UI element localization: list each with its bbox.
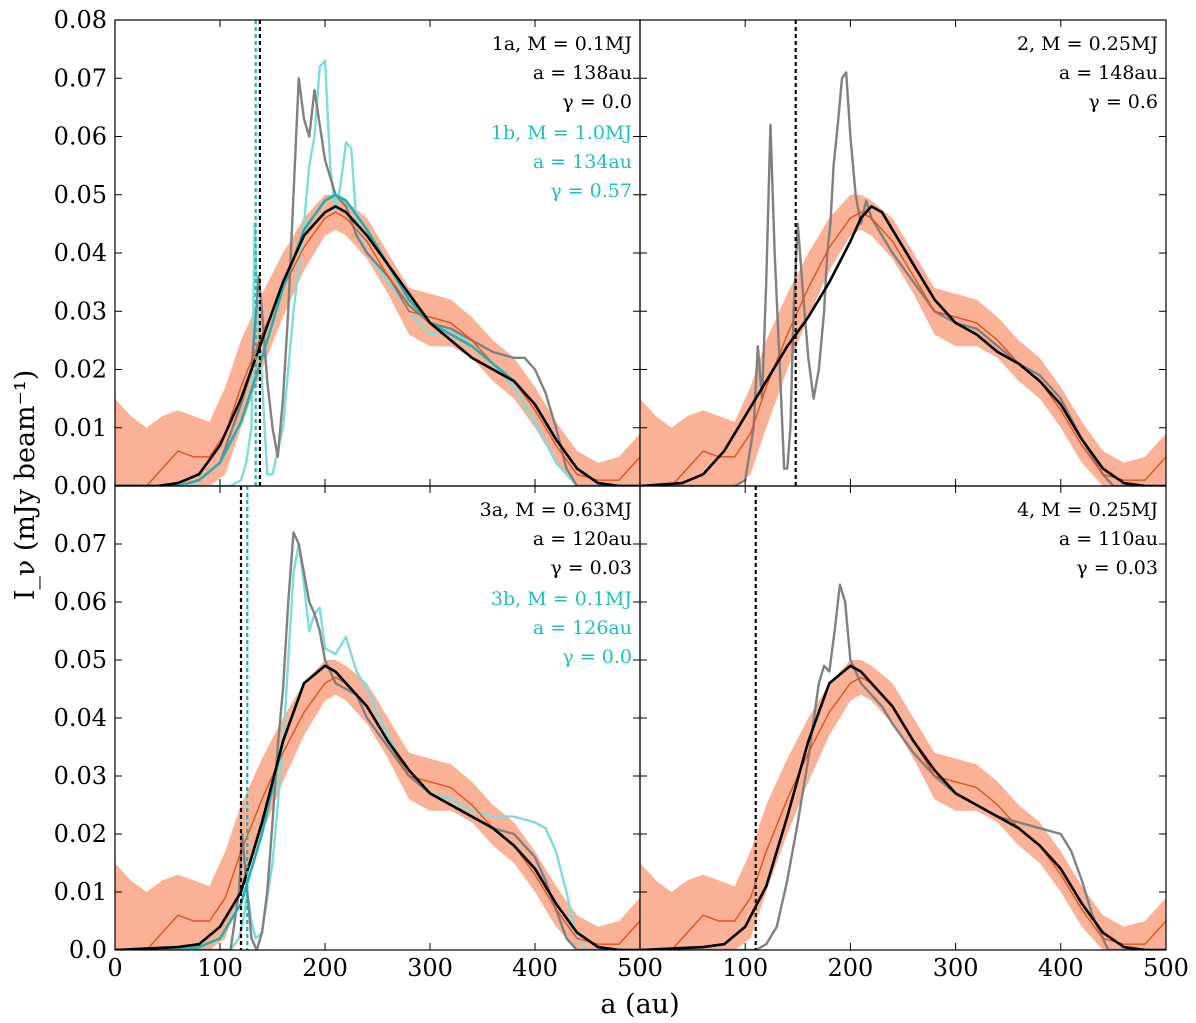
y-tick-label: 0.01 — [54, 878, 107, 906]
x-tick-label: 0 — [632, 954, 647, 982]
panel-3-label-line: γ = 0.03 — [550, 557, 632, 579]
y-tick-label: 0.07 — [54, 530, 107, 558]
observed-uncertainty-band — [115, 194, 640, 486]
panel-4-label-line: a = 110au — [1059, 528, 1158, 550]
panel-2-label-line: 2, M = 0.25MJ — [1017, 33, 1158, 55]
panel-2-label-line: γ = 0.6 — [1088, 91, 1158, 113]
x-tick-label: 0 — [107, 954, 122, 982]
x-tick-label: 400 — [1038, 954, 1084, 982]
axes-layer: 0.000.010.020.030.040.050.060.070.080.00… — [54, 6, 1189, 982]
series-model-2-raw — [640, 71, 1166, 486]
x-axis-title: a (au) — [600, 989, 679, 1020]
panel-3-label-line: a = 126au — [533, 617, 632, 639]
panel-3-label-line: a = 120au — [533, 528, 632, 550]
x-tick-label: 300 — [407, 954, 453, 982]
panel-1: 1a, M = 0.1MJ a = 138au γ = 0.0 1b, M = 1.0… — [114, 19, 641, 487]
y-tick-label: 0.08 — [54, 6, 107, 34]
plot-area — [640, 20, 1166, 486]
panel-3-label-line: γ = 0.0 — [562, 646, 632, 668]
x-tick-label: 200 — [302, 954, 348, 982]
series-model-4-raw — [640, 583, 1166, 950]
panel-1-label-line: 1a, M = 0.1MJ — [492, 33, 632, 55]
x-tick-label: 500 — [617, 954, 663, 982]
panel-4: 4, M = 0.25MJ a = 110au γ = 0.03 — [639, 485, 1167, 951]
x-tick-label: 400 — [512, 954, 558, 982]
y-tick-label: 0.05 — [54, 646, 107, 674]
panel-1-label-line: γ = 0.0 — [562, 91, 632, 113]
y-tick-label: 0.0 — [69, 936, 107, 964]
series-model-4-smooth — [640, 664, 1166, 950]
series-model-3a-raw — [115, 531, 640, 950]
observed-line — [640, 211, 1166, 486]
x-tick-label: 100 — [722, 954, 768, 982]
panel-1-label-line: a = 134au — [533, 151, 632, 173]
plot-area — [115, 20, 640, 486]
x-tick-label: 500 — [1143, 954, 1189, 982]
observed-uncertainty-band — [640, 194, 1166, 486]
series-model-1a-smooth — [115, 205, 640, 486]
observed-uncertainty-band — [640, 660, 1166, 950]
panel-2-label-line: a = 148au — [1059, 62, 1158, 84]
y-tick-label: 0.02 — [54, 356, 107, 384]
series-model-2-smooth — [640, 205, 1166, 486]
x-tick-label: 300 — [933, 954, 979, 982]
y-tick-label: 0.01 — [54, 414, 107, 442]
panel-2: 2, M = 0.25MJ a = 148au γ = 0.6 — [639, 19, 1167, 487]
observed-line — [115, 211, 640, 486]
y-axis-title: I_ν (mJy beam⁻¹) — [10, 370, 41, 601]
y-tick-label: 0.04 — [54, 239, 107, 267]
y-tick-label: 0.03 — [54, 297, 107, 325]
y-tick-label: 0.03 — [54, 762, 107, 790]
plot-area — [640, 486, 1166, 950]
panel-1-label-line: γ = 0.57 — [550, 180, 632, 202]
y-tick-label: 0.05 — [54, 181, 107, 209]
x-tick-label: 200 — [827, 954, 873, 982]
series-model-3b-raw — [115, 542, 640, 950]
panel-1-label-line: a = 138au — [533, 62, 632, 84]
y-tick-label: 0.02 — [54, 820, 107, 848]
y-tick-label: 0.06 — [54, 588, 107, 616]
panels-layer: 1a, M = 0.1MJ a = 138au γ = 0.0 1b, M = 1.0… — [114, 19, 1167, 951]
y-tick-label: 0.00 — [54, 472, 107, 500]
y-tick-label: 0.06 — [54, 123, 107, 151]
panel-3-label-line: 3a, M = 0.63MJ — [480, 499, 632, 521]
panel-4-label-line: γ = 0.03 — [1076, 557, 1158, 579]
observed-uncertainty-band — [115, 660, 640, 950]
panel-1-label-line: 1b, M = 1.0MJ — [491, 122, 632, 144]
panel-3: 3a, M = 0.63MJ a = 120au γ = 0.03 3b, M = 0… — [114, 485, 641, 951]
y-tick-label: 0.04 — [54, 704, 107, 732]
panel-3-label-line: 3b, M = 0.1MJ — [491, 588, 632, 610]
panel-4-label-line: 4, M = 0.25MJ — [1017, 499, 1158, 521]
x-tick-label: 100 — [197, 954, 243, 982]
y-tick-label: 0.07 — [54, 64, 107, 92]
plot-area — [115, 486, 640, 950]
